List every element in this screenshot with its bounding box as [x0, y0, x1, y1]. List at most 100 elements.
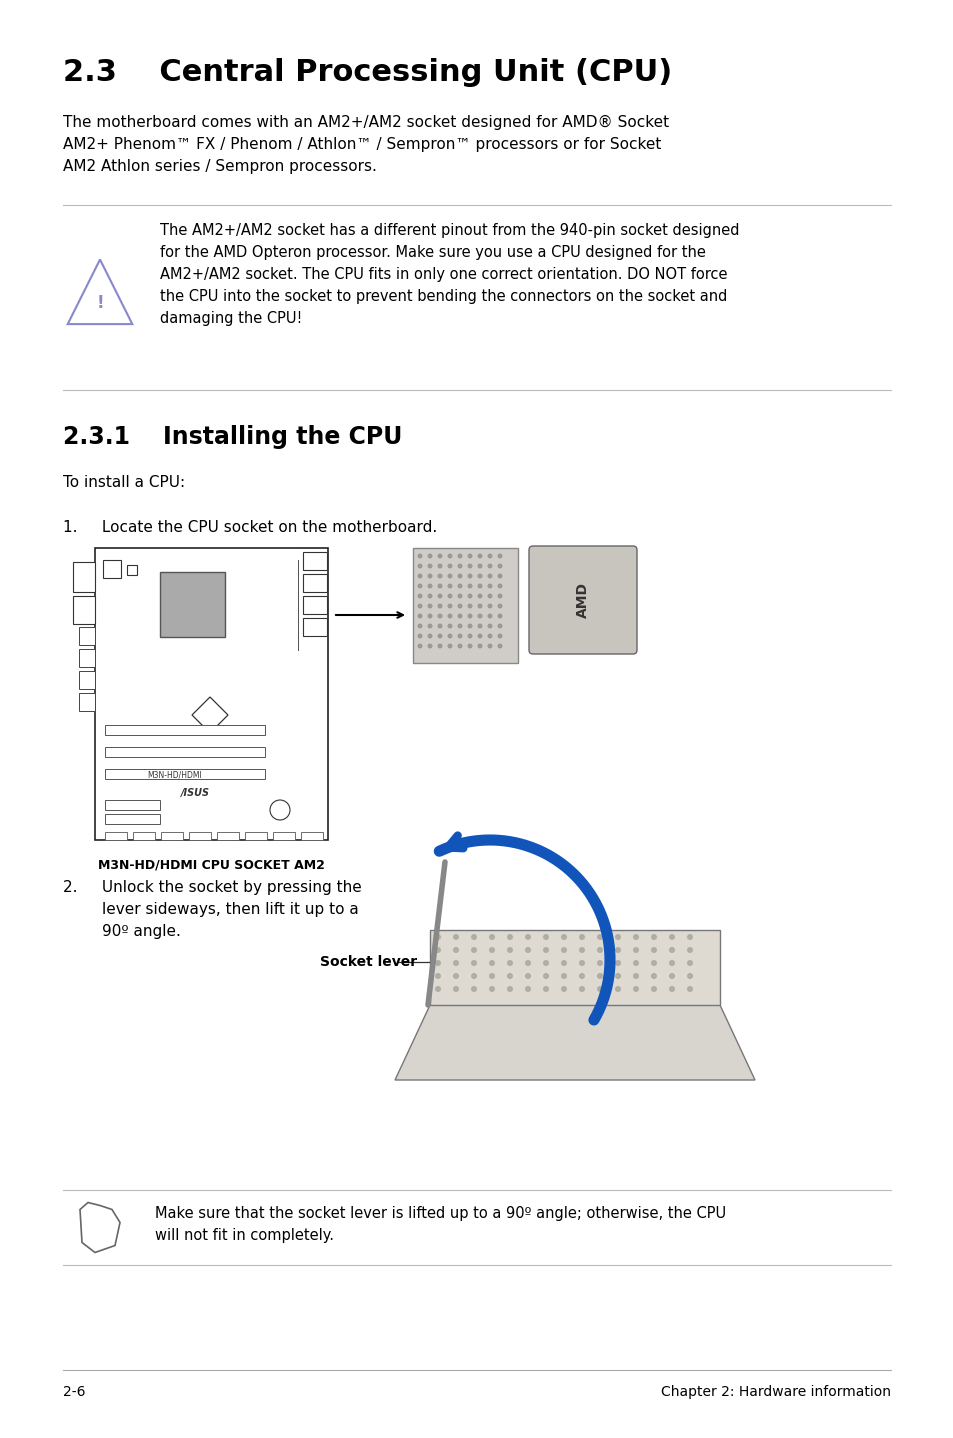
Circle shape: [487, 614, 492, 618]
Circle shape: [497, 624, 502, 628]
Circle shape: [457, 614, 462, 618]
Circle shape: [650, 986, 657, 992]
Text: for the AMD Opteron processor. Make sure you use a CPU designed for the: for the AMD Opteron processor. Make sure…: [160, 244, 705, 260]
Bar: [303, 618, 327, 636]
Circle shape: [578, 974, 584, 979]
Circle shape: [417, 614, 422, 618]
Circle shape: [497, 614, 502, 618]
Circle shape: [506, 961, 513, 966]
Bar: [95, 548, 328, 840]
Circle shape: [489, 948, 495, 953]
Circle shape: [453, 935, 458, 940]
Circle shape: [578, 935, 584, 940]
Circle shape: [437, 634, 442, 638]
Circle shape: [453, 961, 458, 966]
Bar: [303, 574, 327, 592]
Circle shape: [427, 634, 432, 638]
Circle shape: [633, 935, 639, 940]
Bar: [160, 572, 225, 637]
Circle shape: [524, 935, 531, 940]
Circle shape: [477, 614, 482, 618]
Circle shape: [467, 574, 472, 578]
Bar: [79, 649, 95, 667]
Bar: [301, 833, 323, 840]
Circle shape: [447, 604, 452, 608]
Circle shape: [477, 624, 482, 628]
Circle shape: [487, 584, 492, 588]
Circle shape: [597, 986, 602, 992]
Circle shape: [506, 986, 513, 992]
Circle shape: [477, 554, 482, 558]
Circle shape: [457, 634, 462, 638]
Circle shape: [487, 554, 492, 558]
Text: To install a CPU:: To install a CPU:: [63, 475, 185, 490]
Circle shape: [457, 564, 462, 568]
Text: damaging the CPU!: damaging the CPU!: [160, 311, 302, 326]
Text: The motherboard comes with an AM2+/AM2 socket designed for AMD® Socket: The motherboard comes with an AM2+/AM2 s…: [63, 115, 668, 129]
Circle shape: [487, 643, 492, 649]
Circle shape: [477, 643, 482, 649]
Circle shape: [560, 986, 566, 992]
Text: Socket lever: Socket lever: [319, 955, 416, 969]
Circle shape: [477, 574, 482, 578]
Bar: [105, 746, 265, 756]
Circle shape: [417, 594, 422, 598]
Circle shape: [497, 643, 502, 649]
Polygon shape: [430, 930, 720, 1005]
Circle shape: [542, 935, 548, 940]
Circle shape: [447, 634, 452, 638]
Bar: [413, 548, 517, 663]
Circle shape: [471, 961, 476, 966]
Bar: [105, 725, 265, 735]
Circle shape: [597, 974, 602, 979]
Circle shape: [427, 564, 432, 568]
Circle shape: [467, 564, 472, 568]
Circle shape: [497, 634, 502, 638]
Circle shape: [467, 604, 472, 608]
Circle shape: [427, 574, 432, 578]
Circle shape: [597, 948, 602, 953]
Bar: [132, 833, 154, 840]
Circle shape: [506, 974, 513, 979]
Text: 90º angle.: 90º angle.: [63, 925, 181, 939]
Circle shape: [437, 584, 442, 588]
Circle shape: [542, 974, 548, 979]
Bar: [189, 833, 211, 840]
Circle shape: [487, 574, 492, 578]
Text: lever sideways, then lift it up to a: lever sideways, then lift it up to a: [63, 902, 358, 917]
Circle shape: [633, 948, 639, 953]
Circle shape: [437, 624, 442, 628]
Circle shape: [427, 643, 432, 649]
Circle shape: [417, 643, 422, 649]
Circle shape: [497, 604, 502, 608]
Circle shape: [427, 624, 432, 628]
Circle shape: [542, 948, 548, 953]
Circle shape: [615, 935, 620, 940]
Circle shape: [457, 584, 462, 588]
Circle shape: [650, 961, 657, 966]
Circle shape: [417, 554, 422, 558]
Circle shape: [487, 624, 492, 628]
Circle shape: [487, 564, 492, 568]
Circle shape: [447, 564, 452, 568]
Text: Chapter 2: Hardware information: Chapter 2: Hardware information: [660, 1385, 890, 1399]
Text: M3N-HD/HDMI CPU SOCKET AM2: M3N-HD/HDMI CPU SOCKET AM2: [98, 858, 325, 871]
Circle shape: [597, 935, 602, 940]
Circle shape: [447, 574, 452, 578]
Circle shape: [524, 974, 531, 979]
Circle shape: [471, 974, 476, 979]
Text: AM2+/AM2 socket. The CPU fits in only one correct orientation. DO NOT force: AM2+/AM2 socket. The CPU fits in only on…: [160, 267, 727, 282]
Text: 1.     Locate the CPU socket on the motherboard.: 1. Locate the CPU socket on the motherbo…: [63, 521, 436, 535]
Text: will not fit in completely.: will not fit in completely.: [154, 1228, 334, 1242]
Text: 2.3    Central Processing Unit (CPU): 2.3 Central Processing Unit (CPU): [63, 58, 672, 88]
Circle shape: [477, 634, 482, 638]
Circle shape: [437, 614, 442, 618]
Circle shape: [489, 986, 495, 992]
Circle shape: [471, 948, 476, 953]
Circle shape: [417, 574, 422, 578]
Circle shape: [467, 634, 472, 638]
Circle shape: [578, 948, 584, 953]
Circle shape: [686, 935, 692, 940]
Circle shape: [489, 961, 495, 966]
Bar: [105, 769, 265, 779]
